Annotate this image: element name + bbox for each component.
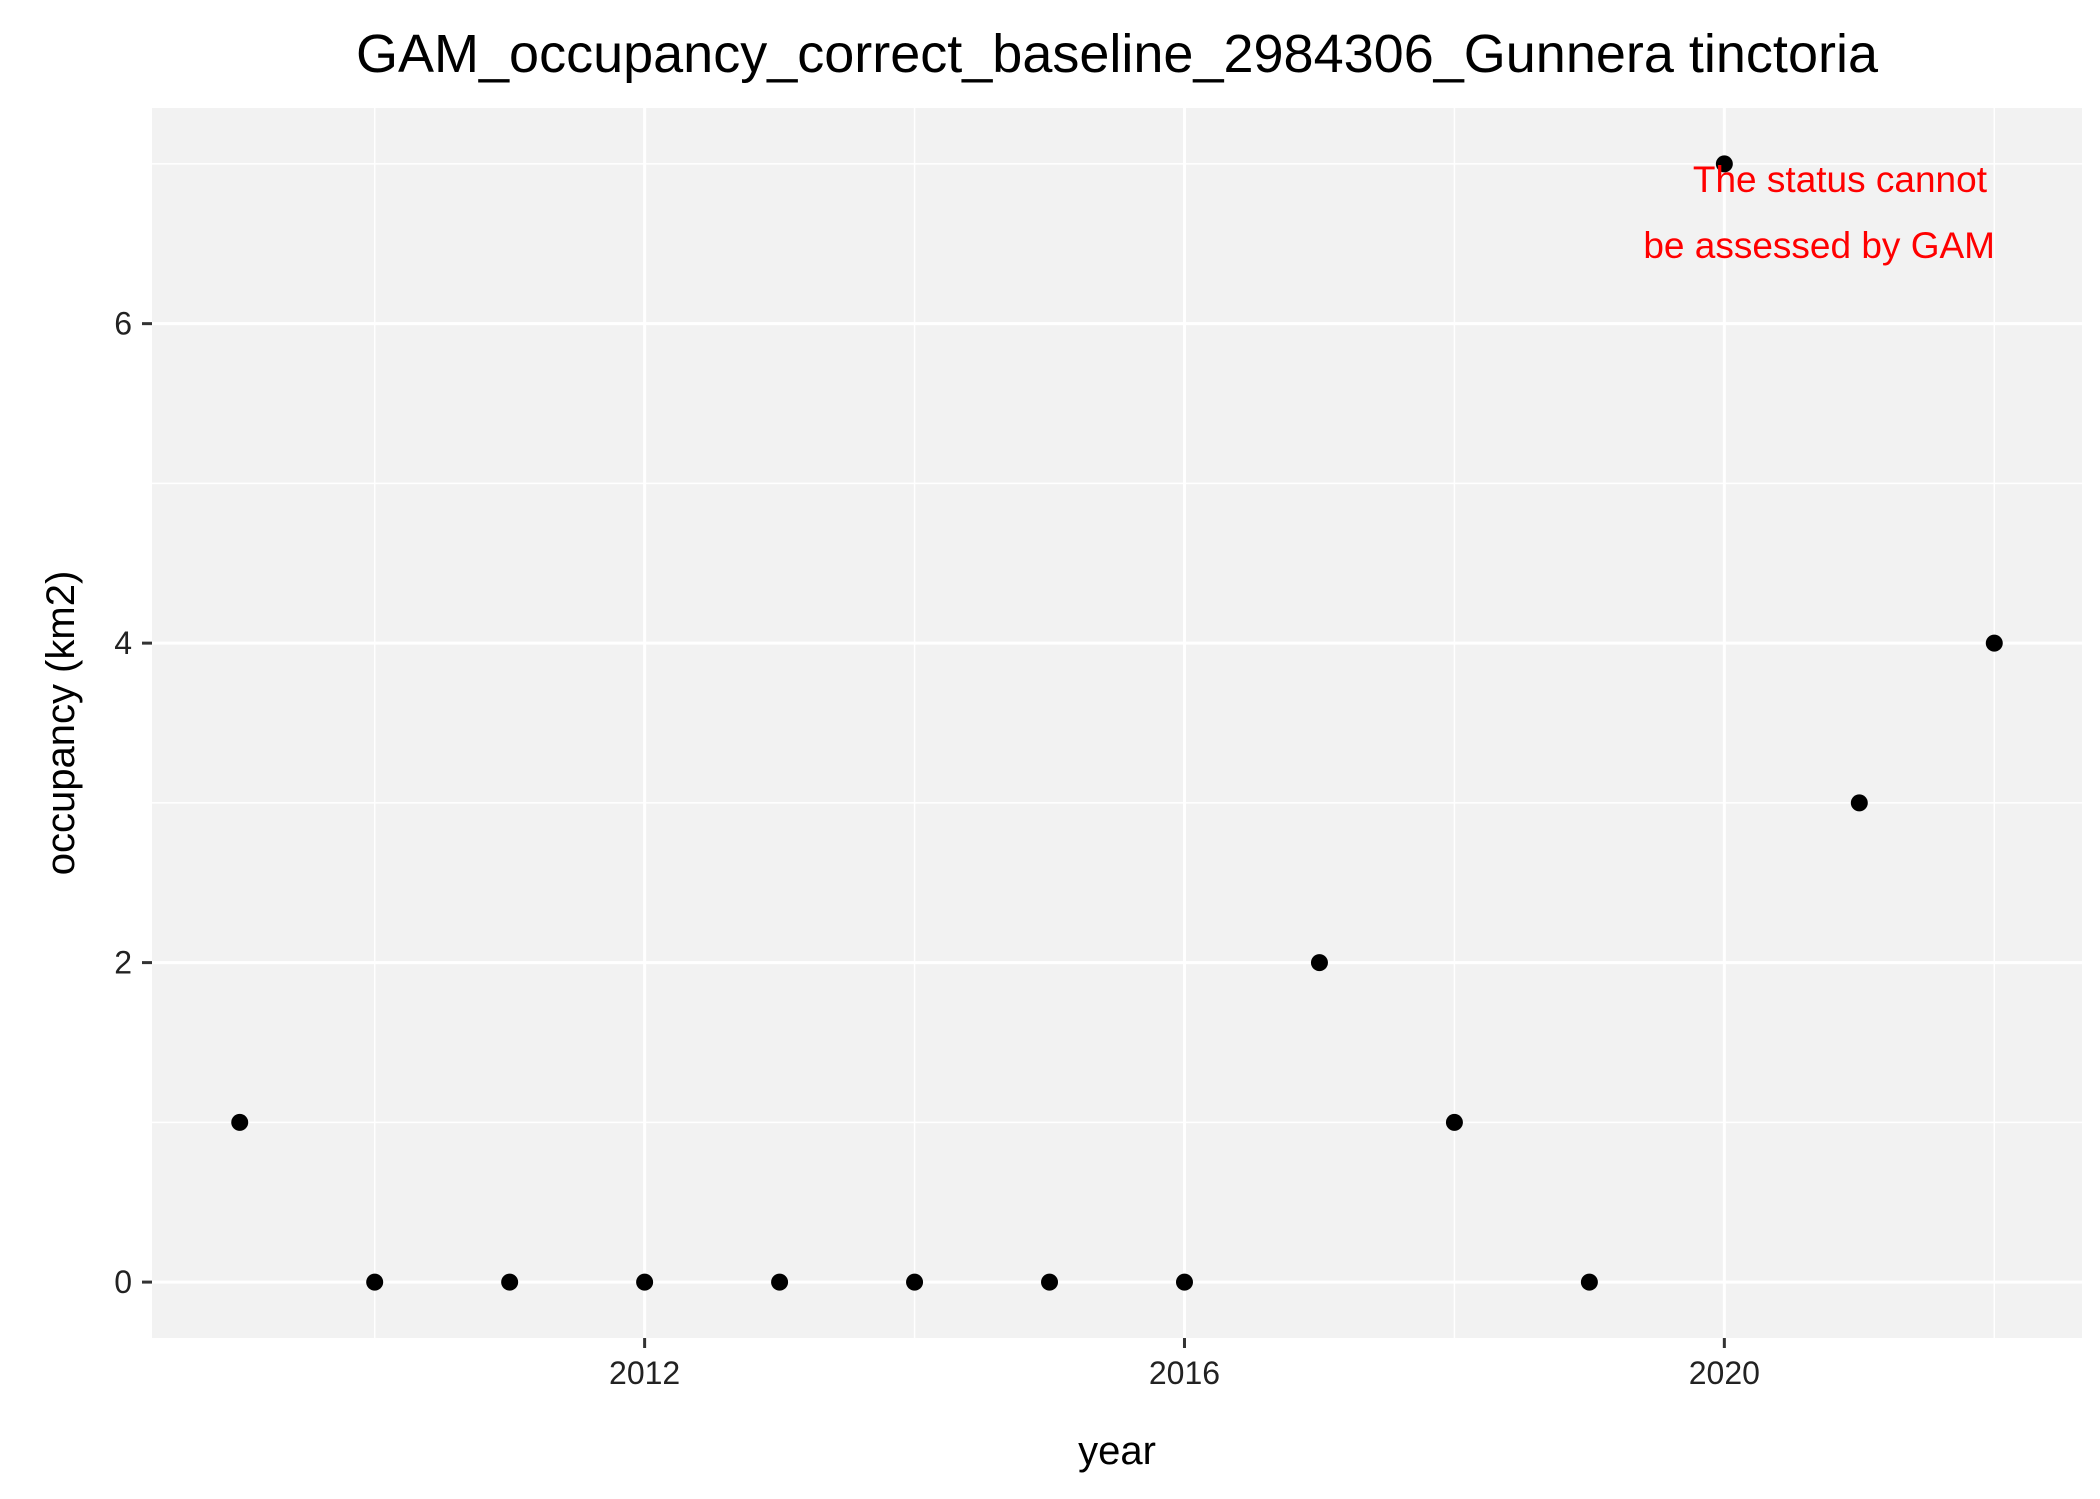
y-axis-ticks: 0 2 4 6: [114, 306, 152, 1300]
data-points: [231, 155, 2003, 1291]
data-point: [366, 1273, 384, 1291]
x-tick-label: 2020: [1689, 1355, 1760, 1391]
x-axis-title: year: [1078, 1429, 1156, 1473]
data-point: [1580, 1273, 1598, 1291]
major-gridlines: [152, 108, 2082, 1338]
chart-title: GAM_occupancy_correct_baseline_2984306_G…: [356, 24, 1879, 84]
y-axis-title: occupancy (km2): [39, 571, 83, 876]
y-tick-label: 4: [114, 625, 132, 661]
annotation: The status cannot be assessed by GAM: [1643, 159, 1995, 266]
annotation-line-2: be assessed by GAM: [1643, 225, 1995, 266]
data-point: [1985, 634, 2003, 652]
y-tick-label: 2: [114, 945, 132, 981]
data-point: [906, 1273, 924, 1291]
minor-gridlines: [152, 108, 2082, 1338]
data-point: [1850, 794, 1868, 812]
data-point: [771, 1273, 789, 1291]
data-point: [1715, 155, 1733, 173]
data-point: [1041, 1273, 1059, 1291]
y-tick-label: 6: [114, 306, 132, 342]
data-point: [231, 1113, 249, 1131]
data-point: [636, 1273, 654, 1291]
y-tick-label: 0: [114, 1264, 132, 1300]
plot-panel: [152, 108, 2082, 1338]
data-point: [501, 1273, 519, 1291]
data-point: [1175, 1273, 1193, 1291]
annotation-line-1: The status cannot: [1693, 159, 1988, 200]
x-axis-ticks: 2012 2016 2020: [609, 1338, 1760, 1391]
x-tick-label: 2016: [1149, 1355, 1220, 1391]
data-point: [1310, 954, 1328, 972]
x-tick-label: 2012: [609, 1355, 680, 1391]
data-point: [1445, 1113, 1463, 1131]
